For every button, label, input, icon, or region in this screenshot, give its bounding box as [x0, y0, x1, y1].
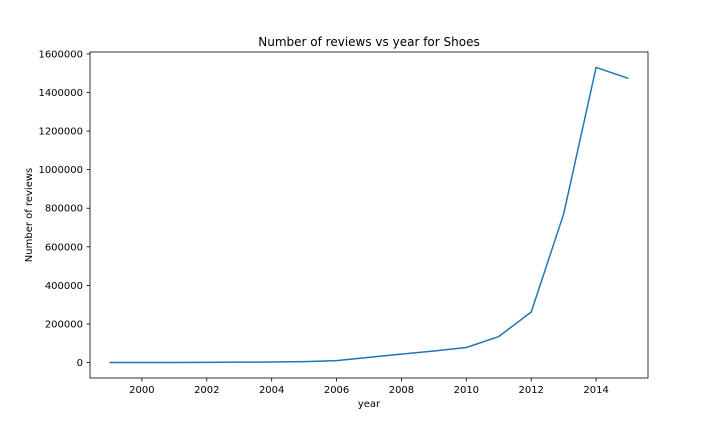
series-line-1 [109, 66, 629, 364]
x-tick-label: 2002 [194, 385, 219, 396]
y-tick-label: 800000 [45, 204, 83, 215]
x-tick-label: 2008 [389, 385, 414, 396]
plot-frame [89, 51, 649, 379]
y-tick-label: 1400000 [38, 88, 83, 99]
y-axis: 0 200000 400000 600000 800000 1000000 1200000 1… [38, 49, 90, 369]
y-tick-label: 1200000 [38, 127, 83, 138]
y-tick-label: 200000 [45, 319, 83, 330]
y-tick-label: 600000 [45, 242, 83, 253]
x-tick-label: 2010 [454, 385, 479, 396]
x-tick-label: 2000 [129, 385, 154, 396]
y-tick-label: 1600000 [38, 49, 83, 60]
x-tick-label: 2006 [324, 385, 349, 396]
y-tick-label: 0 [77, 358, 83, 369]
y-tick-label: 400000 [45, 281, 83, 292]
x-axis-label: year [358, 399, 381, 410]
chart-title: Number of reviews vs year for Shoes [258, 35, 479, 49]
plot-area [89, 51, 649, 379]
y-tick-label: 1000000 [38, 165, 83, 176]
x-tick-label: 2014 [583, 385, 608, 396]
x-tick-label: 2012 [518, 385, 543, 396]
y-axis-label: Number of reviews [24, 168, 35, 262]
x-tick-label: 2004 [259, 385, 284, 396]
x-axis: 2000 2002 2004 2006 2008 2010 2012 2014 [129, 378, 609, 396]
